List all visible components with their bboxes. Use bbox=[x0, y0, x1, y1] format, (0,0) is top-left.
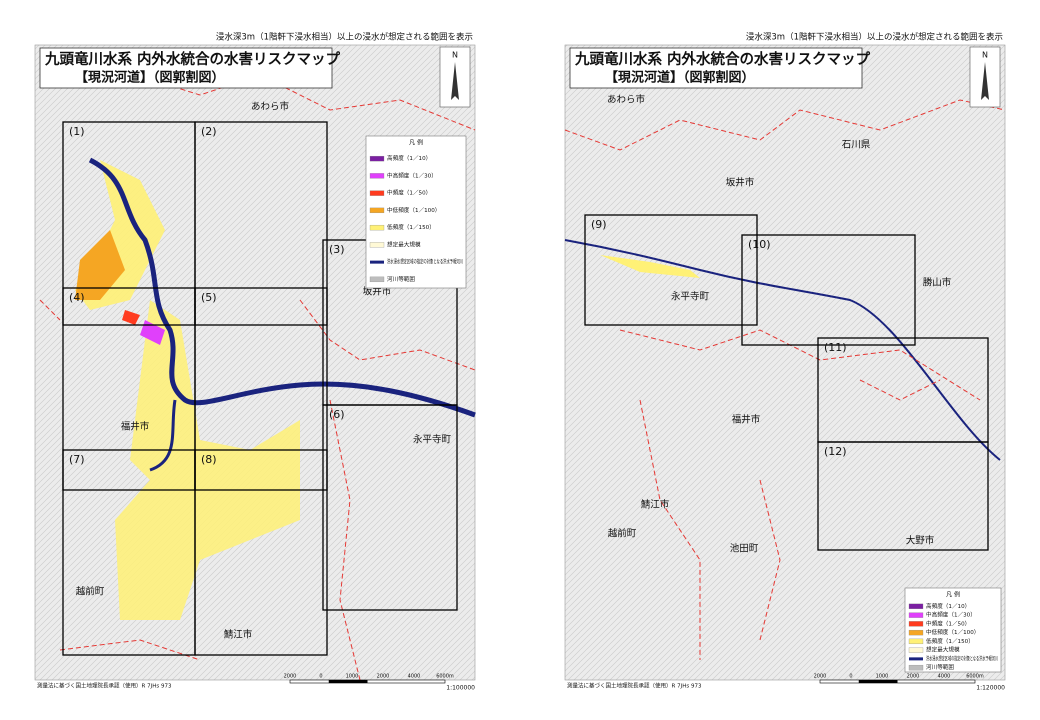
legend-title: 凡 例 bbox=[946, 591, 960, 599]
place-name: 福井市 bbox=[732, 414, 761, 426]
place-name: 大野市 bbox=[906, 535, 935, 547]
place-name: 鯖江市 bbox=[641, 499, 670, 511]
north-arrow bbox=[451, 62, 459, 100]
legend-label: 低頻度（1／150） bbox=[926, 637, 974, 645]
scale-label: 1000 bbox=[346, 674, 359, 680]
legend-swatch bbox=[908, 612, 924, 618]
place-name: 越前町 bbox=[76, 586, 105, 598]
sheet-label: (2) bbox=[201, 125, 217, 138]
place-name: 永平寺町 bbox=[671, 291, 710, 303]
legend-swatch bbox=[908, 664, 924, 671]
scale-label: 0 bbox=[319, 674, 322, 680]
legend-swatch bbox=[369, 242, 385, 248]
title-box bbox=[569, 47, 863, 89]
scale-label: 6000m bbox=[966, 674, 984, 680]
scale-label: 6000m bbox=[436, 674, 454, 680]
legend-swatch bbox=[369, 207, 385, 214]
legend-swatch bbox=[369, 173, 385, 179]
scale-ratio: 1:100000 bbox=[446, 685, 475, 692]
scale-label: 2000 bbox=[284, 674, 297, 680]
sheet-frame bbox=[322, 404, 458, 611]
scale-label: 4000 bbox=[938, 674, 951, 680]
scale-ratio: 1:120000 bbox=[976, 685, 1005, 692]
legend-swatch bbox=[908, 638, 924, 645]
place-name: 石川県 bbox=[842, 140, 871, 151]
sheet-label: (3) bbox=[329, 243, 345, 256]
legend-label: 洪水浸水想定区域の指定の対象となる洪水予報河川 bbox=[926, 654, 998, 662]
scale-bar-fill bbox=[328, 680, 368, 683]
sheet-frame bbox=[741, 234, 916, 346]
legend-swatch bbox=[908, 629, 924, 636]
north: N bbox=[452, 51, 458, 60]
legend-swatch bbox=[369, 190, 385, 196]
scale-label: 1000 bbox=[876, 674, 889, 680]
sheet-label: (8) bbox=[201, 453, 217, 466]
sheet-label: (10) bbox=[748, 238, 771, 251]
sheet-frame bbox=[817, 441, 989, 551]
place-name: 福井市 bbox=[121, 421, 150, 433]
sheet-frame bbox=[194, 121, 328, 326]
sheet-label: (11) bbox=[824, 341, 847, 354]
sheet-label: (6) bbox=[329, 408, 345, 421]
legend-swatch bbox=[369, 155, 385, 162]
map-right bbox=[564, 44, 1006, 681]
sheet-label: (7) bbox=[69, 453, 85, 466]
legend-label: 高頻度（1／10） bbox=[926, 602, 970, 610]
sheet-label: (4) bbox=[69, 291, 85, 304]
legend-label: 中頻度（1／50） bbox=[926, 619, 970, 627]
place-name: あわら市 bbox=[607, 94, 646, 106]
legend-label: 中頻度（1／50） bbox=[387, 189, 431, 197]
legend-swatch bbox=[369, 224, 385, 231]
note: 浸水深3m（1階軒下浸水相当）以上の浸水が想定される範囲を表示 bbox=[216, 32, 473, 43]
place-name: 坂井市 bbox=[363, 286, 392, 298]
sheet-frame bbox=[194, 449, 328, 656]
scale-label: 2000 bbox=[814, 674, 827, 680]
legend-label: 洪水浸水想定区域の指定の対象となる洪水予報河川 bbox=[387, 258, 463, 266]
legend-swatch bbox=[369, 276, 385, 283]
credit: 測量法に基づく国土地理院長承認（使用）R 7JHs 973 bbox=[37, 682, 172, 690]
subtitle: 【現況河道】（図郭割図） bbox=[605, 70, 755, 86]
scale-label: 2000 bbox=[377, 674, 390, 680]
scale-bar-fill bbox=[858, 680, 898, 683]
place-name: 鯖江市 bbox=[224, 629, 253, 641]
north-arrow bbox=[981, 62, 989, 100]
title: 九頭竜川水系 内外水統合の水害リスクマップ bbox=[574, 50, 871, 68]
sheet-label: (12) bbox=[824, 445, 847, 458]
legend-label: 中低頻度（1／100） bbox=[387, 206, 440, 214]
title-box bbox=[39, 47, 333, 89]
credit: 測量法に基づく国土地理院長承認（使用）R 7JHs 973 bbox=[567, 682, 702, 690]
legend-swatch bbox=[908, 603, 924, 610]
scale-label: 2000 bbox=[907, 674, 920, 680]
place-name: 坂井市 bbox=[726, 177, 755, 189]
scale-label: 4000 bbox=[408, 674, 421, 680]
subtitle: 【現況河道】（図郭割図） bbox=[75, 70, 225, 86]
legend-swatch bbox=[908, 621, 924, 627]
north: N bbox=[982, 51, 988, 60]
legend-label: 河川等範囲 bbox=[387, 275, 415, 283]
sheet-frame bbox=[584, 214, 758, 326]
sheet-label: (1) bbox=[69, 125, 85, 138]
note: 浸水深3m（1階軒下浸水相当）以上の浸水が想定される範囲を表示 bbox=[746, 32, 1003, 43]
place-name: 永平寺町 bbox=[413, 434, 452, 446]
legend-label: 高頻度（1／10） bbox=[387, 154, 431, 162]
legend-label: 河川等範囲 bbox=[926, 663, 954, 671]
place-name: 池田町 bbox=[730, 543, 759, 555]
place-name: 越前町 bbox=[608, 528, 637, 540]
sheet-frame bbox=[194, 287, 328, 491]
title: 九頭竜川水系 内外水統合の水害リスクマップ bbox=[44, 50, 341, 68]
legend-label: 中低頻度（1／100） bbox=[926, 628, 979, 636]
legend-label: 中高頻度（1／30） bbox=[387, 171, 437, 179]
legend-label: 想定最大規模 bbox=[926, 646, 960, 654]
sheet-label: (5) bbox=[201, 291, 217, 304]
sheet-label: (9) bbox=[591, 218, 607, 231]
scale-label: 0 bbox=[849, 674, 852, 680]
legend-label: 低頻度（1／150） bbox=[387, 223, 435, 231]
legend-label: 中高頻度（1／30） bbox=[926, 611, 976, 619]
place-name: 勝山市 bbox=[923, 277, 952, 289]
legend-title: 凡 例 bbox=[409, 139, 423, 147]
place-name: あわら市 bbox=[251, 101, 290, 113]
legend-swatch bbox=[908, 647, 924, 653]
legend-label: 想定最大規模 bbox=[387, 240, 421, 248]
